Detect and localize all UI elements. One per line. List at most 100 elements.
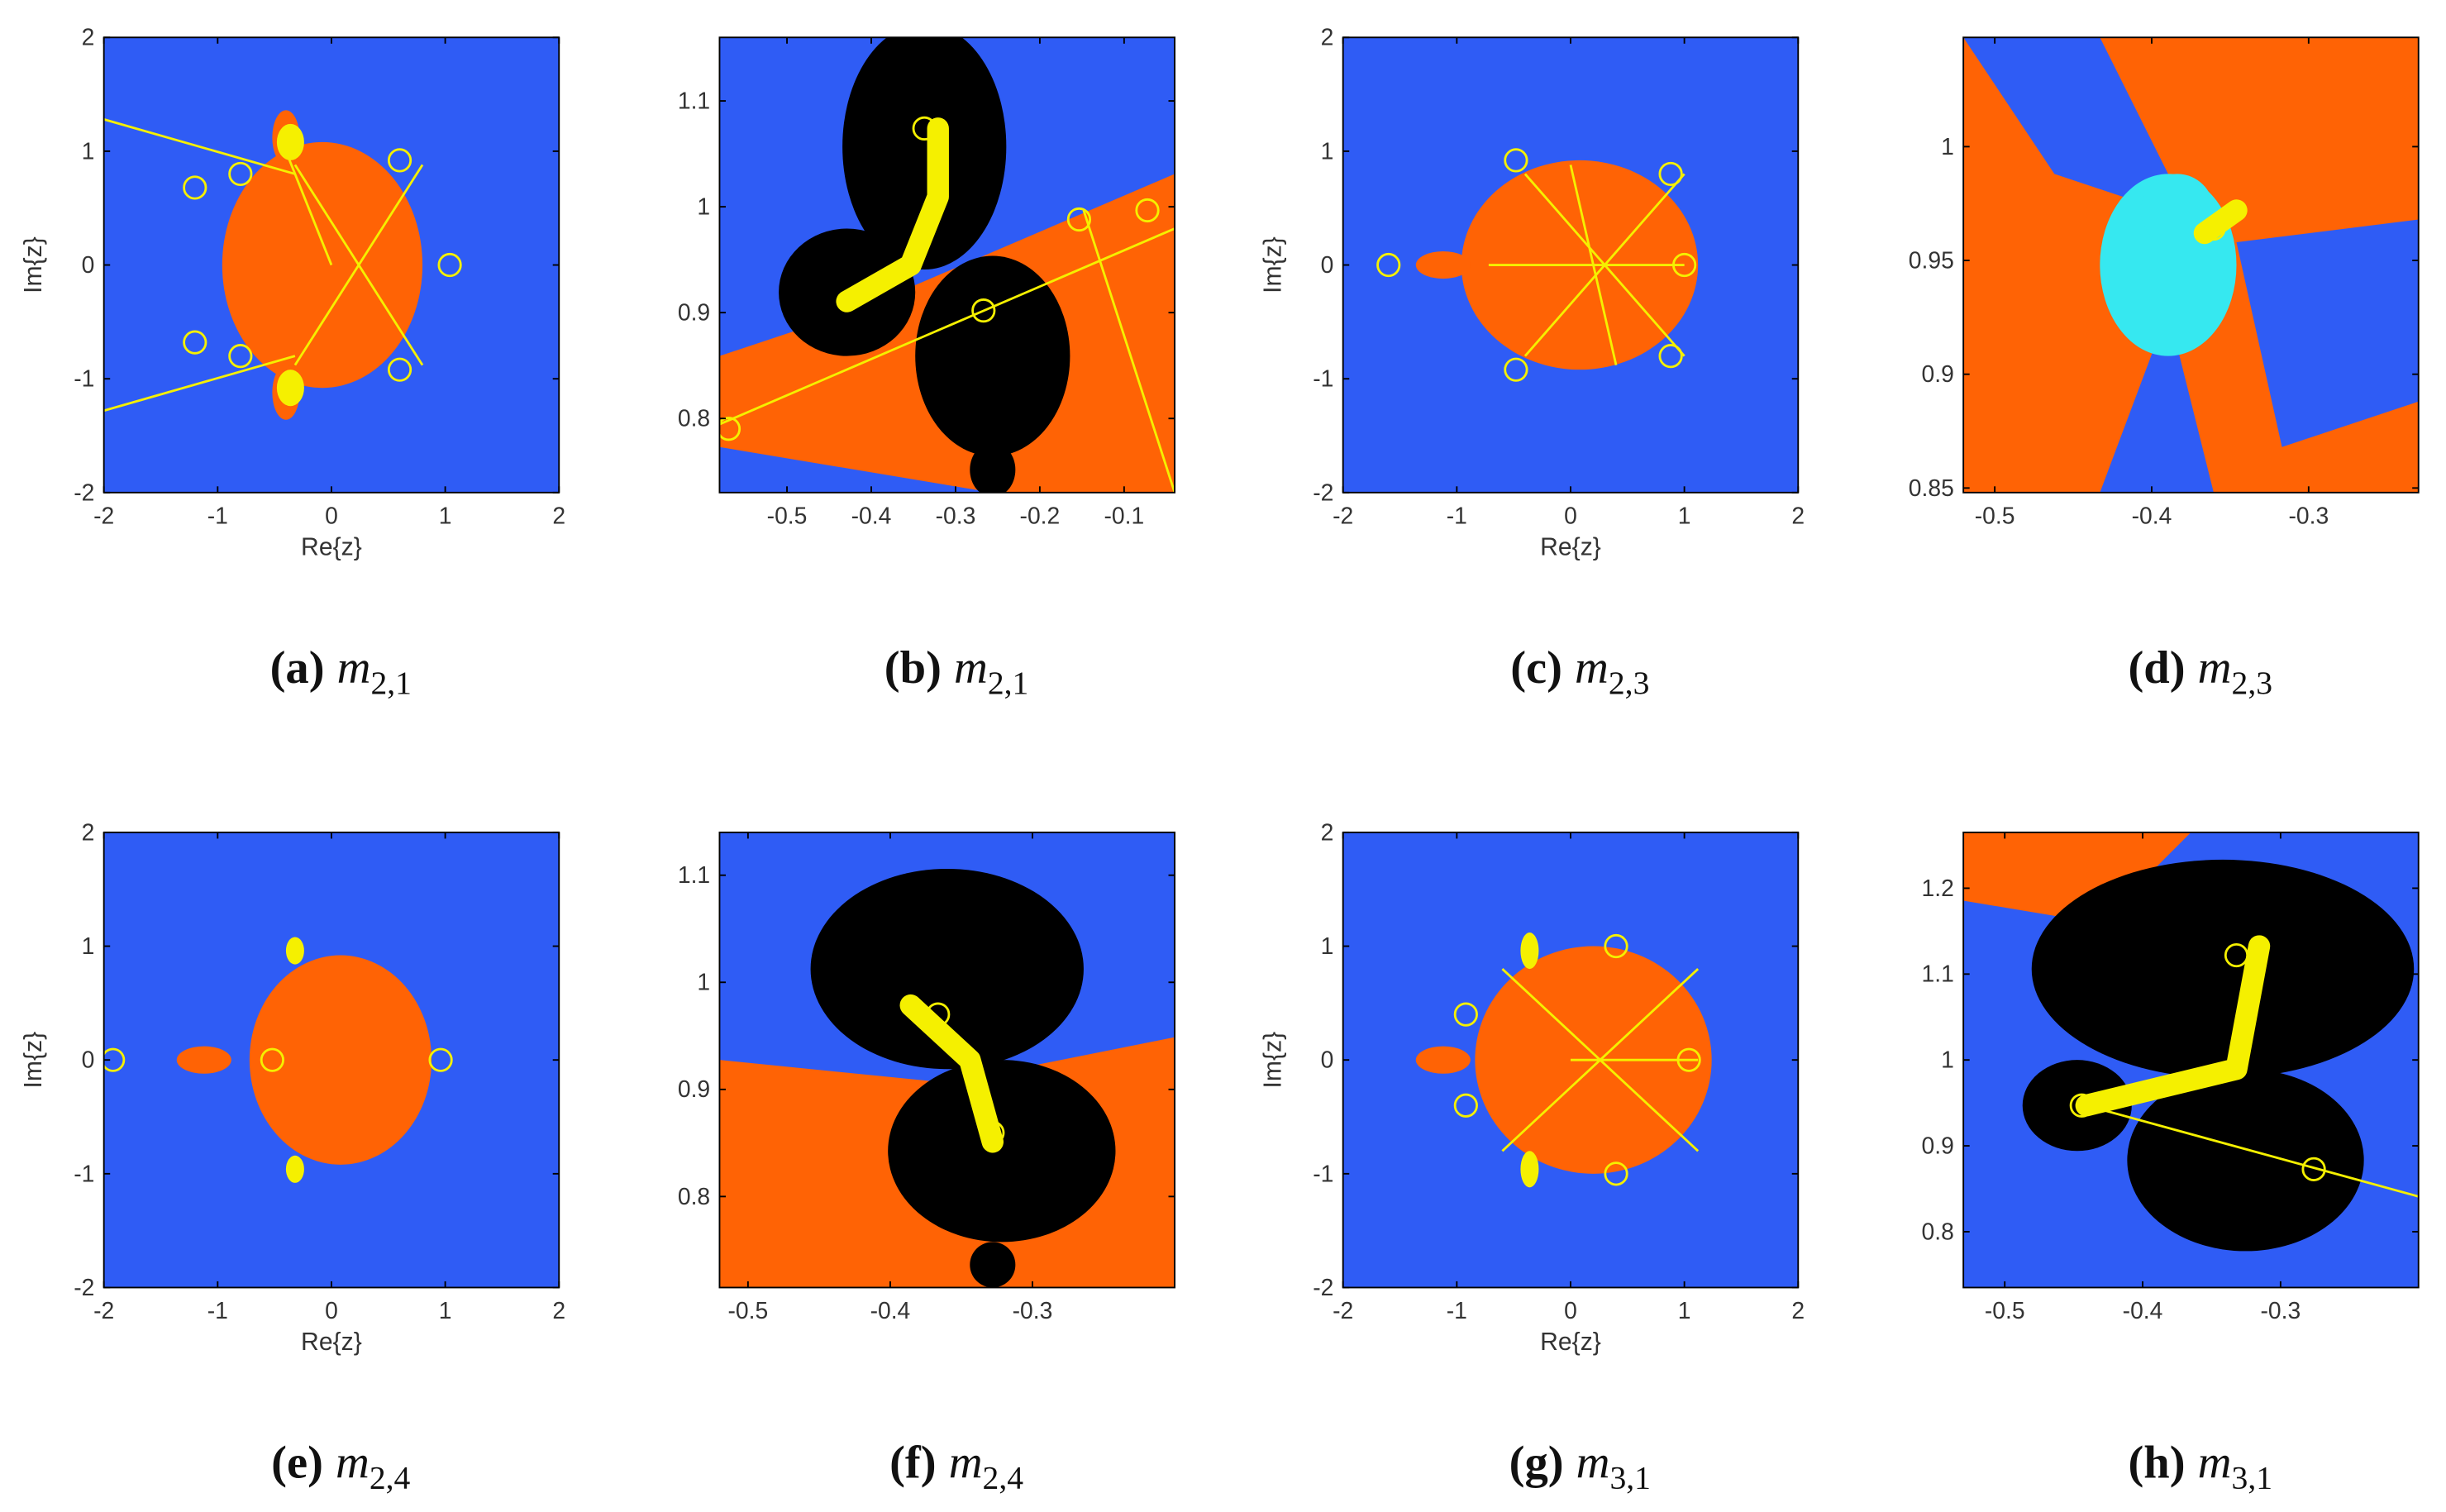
y-tick-label: -1 (1313, 1160, 1333, 1186)
x-tick-label: 0 (1564, 503, 1577, 529)
x-tick-label: -0.5 (1975, 503, 2015, 529)
x-tick-label: 1 (1678, 1297, 1691, 1324)
region (1415, 1046, 1471, 1074)
caption: (c) m2,3 (1510, 642, 1649, 701)
orbit-line (1569, 165, 1618, 365)
y-tick-label: 0.85 (1909, 475, 1954, 501)
orbit-point (1376, 252, 1401, 278)
y-axis-label: Im{z} (20, 236, 47, 293)
x-tick-label: -0.5 (1985, 1297, 2025, 1324)
plot-area (1342, 832, 1799, 1288)
x-tick-label: -2 (1333, 503, 1353, 529)
orbit-point (228, 161, 253, 187)
x-tick-label: -2 (93, 1297, 114, 1324)
x-tick-label: -0.4 (2132, 503, 2172, 529)
y-tick-label: -2 (1313, 479, 1333, 505)
orbit-point (1658, 161, 1683, 187)
y-axis-label: Im{z} (20, 1032, 47, 1089)
x-axis-label: Re{z} (1540, 533, 1601, 560)
orbit-point (387, 148, 412, 173)
region (1520, 1151, 1539, 1188)
caption-label: (a) (270, 642, 325, 694)
region (285, 1155, 304, 1183)
y-tick-label: 1 (697, 969, 710, 995)
x-tick-label: -0.4 (870, 1297, 911, 1324)
caption: (b) m2,1 (884, 642, 1029, 701)
orbit-point (1604, 933, 1628, 959)
region (842, 37, 1007, 270)
orbit-path (2075, 935, 2271, 1117)
orbit-path (2193, 199, 2248, 245)
orbit-point (437, 252, 462, 278)
orbit-point (1658, 344, 1683, 369)
caption-symbol: m (336, 1438, 370, 1489)
y-tick-label: -1 (74, 365, 94, 392)
x-tick-label: -0.5 (728, 1297, 769, 1324)
caption: (f) m2,4 (889, 1438, 1023, 1496)
orbit-line (293, 164, 424, 366)
caption-label: (h) (2128, 1438, 2185, 1489)
x-tick-label: 0 (325, 1297, 338, 1324)
x-tick-label: 2 (552, 503, 565, 529)
caption-label: (f) (889, 1438, 937, 1489)
orbit-point (103, 1047, 126, 1072)
y-tick-label: 1 (1941, 133, 1954, 160)
y-tick-label: 1.1 (1922, 961, 1954, 987)
panel: -2 -1 0 1 2 -2 -1 0 1 2 Re{z} Im{z} (a) m2,1 (20, 24, 565, 701)
region (888, 1060, 1116, 1243)
y-tick-label: 1 (82, 137, 95, 164)
orbit-point (228, 344, 253, 369)
x-tick-label: 0 (325, 503, 338, 529)
caption: (e) m2,4 (271, 1438, 410, 1496)
y-tick-label: -2 (74, 479, 94, 505)
panel: -2 -1 0 1 2 -2 -1 0 1 2 Re{z} Im{z} (c) m2,3 (1259, 24, 1805, 701)
region (2127, 1069, 2364, 1252)
caption-subscript: 2,3 (2232, 665, 2272, 701)
y-tick-label: 0 (1321, 251, 1334, 278)
orbit-point (1066, 207, 1092, 232)
panel: -0.5 -0.4 -0.3 -0.2 -0.1 0.8 0.9 1 1.1 (b) m2,1 (678, 36, 1175, 701)
orbit-point (1672, 252, 1697, 278)
orbit-point (2224, 942, 2249, 968)
y-tick-label: 1 (697, 193, 710, 220)
y-tick-label: -2 (74, 1274, 94, 1300)
y-tick-label: 0.95 (1909, 246, 1954, 273)
y-tick-label: 0.9 (678, 299, 710, 326)
orbit-point (1604, 1161, 1628, 1186)
x-axis-label: Re{z} (301, 1328, 362, 1356)
plot-area (1963, 832, 2419, 1288)
x-tick-label: -1 (1447, 503, 1467, 529)
panel: -2 -1 0 1 2 -2 -1 0 1 2 Re{z} Im{z} (e) m2,4 (20, 818, 565, 1495)
orbit-line (284, 150, 333, 266)
caption-symbol: m (2198, 1438, 2232, 1489)
panel: -2 -1 0 1 2 -2 -1 0 1 2 Re{z} Im{z} (g) m3,1 (1259, 818, 1805, 1495)
caption-subscript: 2,4 (370, 1460, 411, 1496)
caption: (h) m3,1 (2128, 1438, 2272, 1496)
orbit-point (387, 357, 412, 382)
y-tick-label: 1.2 (1922, 875, 1954, 901)
region (1520, 932, 1539, 970)
region (970, 1242, 1016, 1288)
y-tick-label: 0.8 (678, 405, 710, 432)
y-tick-label: 1 (1941, 1047, 1954, 1073)
axes-box (718, 36, 1175, 494)
orbit-point (1504, 357, 1528, 382)
caption-subscript: 2,1 (370, 665, 411, 701)
x-tick-label: -1 (207, 1297, 228, 1324)
y-tick-label: 0.9 (1922, 360, 1954, 387)
region (249, 955, 432, 1165)
caption-subscript: 3,1 (2232, 1460, 2272, 1496)
orbit-line (1082, 210, 1175, 493)
y-tick-label: 2 (82, 24, 95, 50)
y-tick-label: 2 (82, 818, 95, 845)
orbit-point (1676, 1047, 1701, 1072)
x-tick-label: 2 (1791, 503, 1805, 529)
orbit-point (980, 1120, 1005, 1145)
plot-area (719, 37, 1175, 493)
orbit-line (103, 355, 296, 413)
y-tick-label: -1 (74, 1160, 94, 1186)
region (810, 868, 1084, 1070)
region (176, 1046, 231, 1074)
x-tick-label: -0.3 (2261, 1297, 2301, 1324)
orbit-point (719, 417, 741, 441)
